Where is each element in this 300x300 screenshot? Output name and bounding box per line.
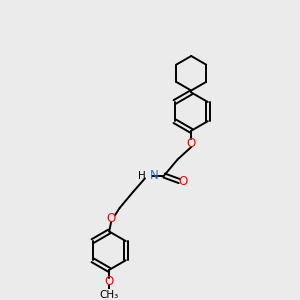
Text: CH₃: CH₃ <box>100 290 119 300</box>
Text: O: O <box>187 137 196 150</box>
Text: O: O <box>106 212 116 225</box>
Text: O: O <box>105 275 114 288</box>
Text: N: N <box>150 169 158 182</box>
Text: O: O <box>178 175 188 188</box>
Text: H: H <box>138 170 146 181</box>
